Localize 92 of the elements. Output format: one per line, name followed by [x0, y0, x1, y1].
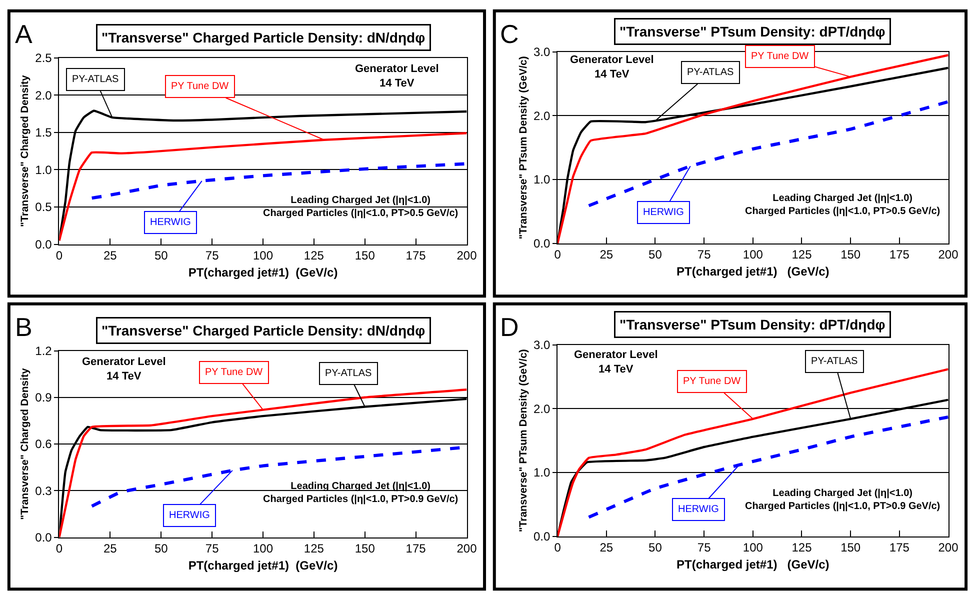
annotation: Generator Level 14 TeV	[355, 63, 439, 90]
text: PY Tune DW	[171, 81, 230, 92]
annotation: Generator Level 14 TeV	[570, 54, 654, 80]
y-tick-label: 2.0	[533, 402, 550, 416]
x-tick-label: 50	[648, 248, 662, 262]
y-tick-label: 0.9	[35, 390, 52, 405]
x-tick-label: 100	[742, 540, 764, 555]
x-tick-label: 200	[938, 248, 959, 262]
annotation: Generator Level 14 TeV	[82, 356, 166, 382]
x-tick-label: 75	[205, 542, 220, 556]
y-tick-label: 0.3	[35, 484, 52, 498]
x-tick-label: 50	[648, 540, 662, 555]
x-tick-label: 50	[154, 248, 168, 263]
text: PY-ATLAS	[687, 67, 734, 78]
annotation: Leading Charged Jet (|η|<1.0) Charged Particles (|η|<1.0, PT>0.5 GeV/c)	[745, 193, 940, 217]
chart-title: "Transverse" PTsum Density: dPT/dηdφ	[620, 316, 886, 332]
x-tick-label: 125	[792, 248, 812, 262]
x-tick-label: 150	[840, 248, 861, 262]
x-tick-label: 175	[406, 248, 426, 263]
x-tick-label: 100	[742, 248, 764, 262]
x-tick-label: 0	[554, 540, 562, 555]
y-tick-label: 0.5	[35, 200, 52, 214]
text: A	[15, 19, 33, 49]
chart-title: "Transverse" Charged Particle Density: dN/dηdφ	[102, 322, 426, 338]
text: PY Tune DW	[751, 51, 810, 62]
x-tick-label: 75	[697, 248, 712, 262]
text: HERWIG	[150, 217, 192, 228]
annotation: Generator Level 14 TeV	[574, 349, 658, 376]
x-tick-label: 150	[840, 540, 861, 555]
text: B	[15, 312, 32, 342]
x-tick-label: 150	[354, 542, 376, 556]
text: PY-ATLAS	[325, 368, 372, 379]
x-tick-label: 0	[554, 248, 562, 262]
y-tick-label: 3.0	[533, 338, 550, 352]
y-tick-label: 2.0	[533, 108, 550, 123]
y-tick-label: 1.0	[533, 466, 550, 480]
chart-title: "Transverse" Charged Particle Density: dN/dηdφ	[102, 30, 426, 46]
line-series	[587, 100, 948, 208]
x-tick-label: 175	[889, 540, 910, 555]
y-tick-label: 0.0	[35, 238, 52, 252]
y-axis-title: "Transverse" Charged Density	[18, 368, 31, 520]
text: PY-ATLAS	[72, 74, 120, 85]
x-tick-label: 175	[889, 248, 910, 262]
x-tick-label: 75	[697, 540, 712, 555]
annotation: Leading Charged Jet (|η|<1.0) Charged Particles (|η|<1.0, PT>0.9 GeV/c)	[745, 488, 940, 512]
y-tick-label: 1.0	[35, 162, 52, 177]
x-tick-label: 200	[938, 540, 959, 555]
x-tick-label: 150	[354, 248, 376, 263]
y-tick-label: 3.0	[533, 45, 550, 60]
x-tick-label: 25	[104, 248, 118, 263]
x-tick-label: 0	[56, 248, 63, 263]
x-axis-title: PT(charged jet#1) (GeV/c)	[676, 558, 830, 572]
y-tick-label: 2.5	[35, 50, 52, 65]
y-tick-label: 0.0	[533, 530, 550, 544]
text: HERWIG	[643, 207, 684, 218]
y-tick-label: 0.6	[35, 437, 52, 452]
x-tick-label: 200	[456, 248, 478, 263]
x-tick-label: 125	[792, 540, 812, 555]
x-tick-label: 75	[205, 248, 220, 263]
text: PY Tune DW	[205, 367, 264, 378]
y-tick-label: 0.0	[35, 530, 52, 545]
x-axis-title: PT(charged jet#1) (GeV/c)	[188, 266, 338, 280]
y-tick-label: 1.2	[35, 344, 52, 358]
text: PY Tune DW	[683, 376, 742, 387]
x-tick-label: 25	[600, 540, 614, 555]
y-tick-label: 1.5	[35, 126, 52, 140]
text: D	[500, 312, 519, 342]
y-axis-title: "Transverse" PTsum Density (GeV/c)	[517, 349, 530, 532]
x-tick-label: 125	[304, 542, 324, 556]
text: HERWIG	[678, 504, 720, 515]
x-tick-label: 175	[406, 542, 426, 556]
x-tick-label: 50	[154, 542, 168, 556]
y-axis-title: "Transverse" PTsum Density (GeV/c)	[517, 56, 530, 240]
x-tick-label: 125	[304, 248, 324, 263]
text: C	[500, 19, 519, 49]
chart-title: "Transverse" PTsum Density: dPT/dηdφ	[620, 24, 886, 40]
annotation: Leading Charged Jet (|η|<1.0) Charged Particles (|η|<1.0, PT>0.5 GeV/c)	[263, 195, 458, 219]
x-tick-label: 0	[56, 542, 63, 556]
y-tick-label: 2.0	[35, 88, 52, 102]
y-tick-label: 0.0	[533, 236, 550, 251]
x-tick-label: 25	[104, 542, 118, 556]
text: HERWIG	[169, 510, 210, 521]
x-tick-label: 200	[456, 542, 478, 556]
y-axis-title: "Transverse" Charged Density	[18, 75, 31, 227]
text: PY-ATLAS	[811, 356, 858, 367]
x-tick-label: 25	[600, 248, 614, 262]
y-tick-label: 1.0	[533, 172, 550, 187]
x-tick-label: 100	[252, 542, 274, 556]
x-tick-label: 100	[252, 248, 274, 263]
x-axis-title: PT(charged jet#1) (GeV/c)	[676, 264, 830, 279]
line-series	[587, 415, 948, 519]
x-axis-title: PT(charged jet#1) (GeV/c)	[188, 558, 338, 573]
